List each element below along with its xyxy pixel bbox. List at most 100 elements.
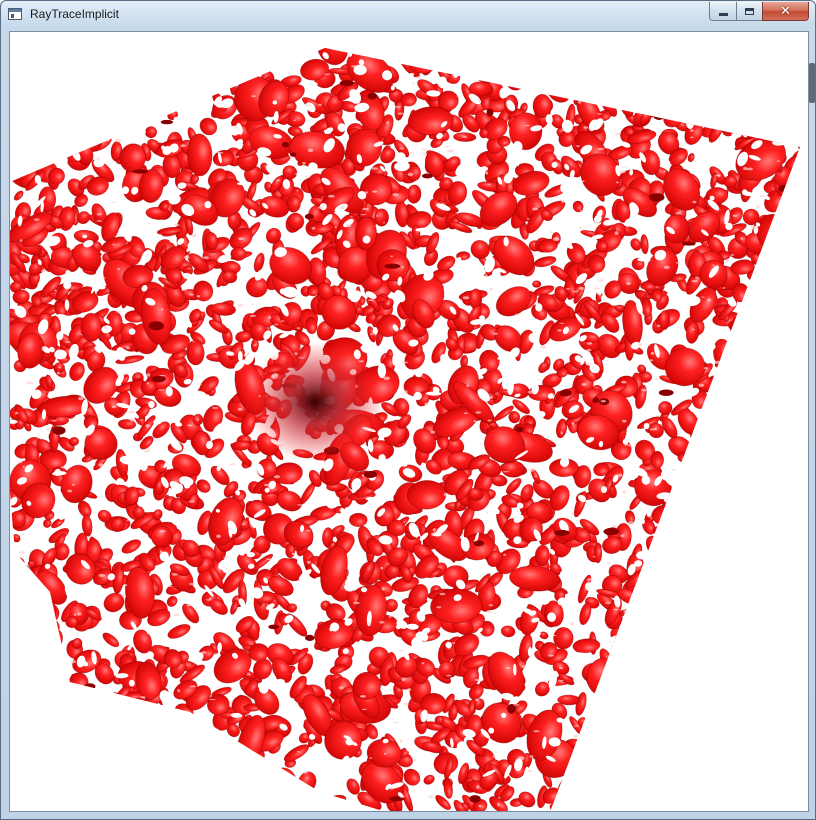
surface-highlight xyxy=(129,71,134,73)
surface-highlight xyxy=(237,303,244,307)
surface-blob xyxy=(780,335,800,346)
surface-highlight xyxy=(532,207,539,211)
surface-blob xyxy=(452,48,462,57)
surface-highlight xyxy=(302,771,309,774)
surface-blob xyxy=(179,664,205,684)
surface-highlight xyxy=(71,660,76,664)
surface-gap xyxy=(716,577,722,588)
surface-highlight xyxy=(196,418,200,421)
surface-highlight xyxy=(750,48,756,49)
surface-blob xyxy=(774,703,800,724)
surface-blob xyxy=(727,467,741,481)
surface-highlight xyxy=(203,256,210,260)
surface-gap xyxy=(211,621,219,633)
surface-gap xyxy=(797,348,800,358)
surface-highlight xyxy=(173,613,180,617)
surface-highlight xyxy=(431,532,435,536)
surface-gap xyxy=(608,792,618,803)
surface-cavity xyxy=(515,426,524,433)
surface-blob xyxy=(189,53,206,71)
surface-blob xyxy=(646,678,673,692)
surface-highlight xyxy=(764,683,769,686)
close-button[interactable]: ✕ xyxy=(762,2,809,21)
surface-highlight xyxy=(412,82,415,85)
surface-blob xyxy=(573,465,592,489)
surface-blob xyxy=(53,32,76,45)
surface-highlight xyxy=(481,32,488,34)
surface-blob xyxy=(766,728,779,740)
app-window-icon[interactable] xyxy=(8,8,22,20)
surface-blob xyxy=(65,32,89,45)
surface-blob xyxy=(107,698,118,710)
surface-gap xyxy=(277,753,284,768)
surface-highlight xyxy=(368,299,374,302)
surface-blob xyxy=(193,759,202,768)
window-resize-edge xyxy=(809,63,815,103)
surface-highlight xyxy=(647,638,654,641)
surface-blob xyxy=(631,79,660,101)
surface-blob xyxy=(737,416,760,445)
surface-blob xyxy=(555,418,568,439)
surface-highlight xyxy=(734,540,740,543)
surface-highlight xyxy=(86,709,90,711)
surface-cavity xyxy=(384,263,401,269)
surface-blob xyxy=(797,558,800,576)
surface-highlight xyxy=(115,138,122,143)
surface-gap xyxy=(531,349,539,358)
surface-blob xyxy=(744,631,768,653)
surface-blob xyxy=(658,401,673,415)
surface-gap xyxy=(687,71,695,80)
surface-blob xyxy=(346,778,360,795)
surface-highlight xyxy=(529,755,534,758)
surface-gap xyxy=(647,726,656,731)
surface-highlight xyxy=(187,424,192,427)
surface-highlight xyxy=(305,175,308,179)
surface-highlight xyxy=(296,189,299,192)
surface-blob xyxy=(701,752,714,769)
title-bar[interactable]: RayTraceImplicit ✕ xyxy=(1,1,815,29)
surface-blob xyxy=(618,705,631,719)
surface-highlight xyxy=(351,48,356,51)
surface-blob xyxy=(84,702,102,717)
surface-blob xyxy=(727,776,742,790)
render-viewport[interactable] xyxy=(9,31,809,812)
surface-blob xyxy=(746,435,769,449)
surface-blob xyxy=(768,241,784,256)
surface-gap xyxy=(482,48,487,56)
surface-highlight xyxy=(606,562,612,564)
surface-highlight xyxy=(196,295,201,298)
surface-blob-large xyxy=(759,644,793,687)
surface-highlight xyxy=(598,279,604,282)
surface-blob xyxy=(435,795,451,810)
surface-blob xyxy=(548,48,563,54)
surface-highlight xyxy=(205,599,213,601)
minimize-button[interactable] xyxy=(709,2,736,21)
surface-highlight xyxy=(96,220,103,222)
surface-blob xyxy=(728,69,744,85)
surface-blob xyxy=(443,778,453,799)
surface-blob xyxy=(758,788,769,800)
surface-blob xyxy=(742,727,765,747)
surface-blob xyxy=(15,762,32,778)
surface-highlight xyxy=(785,362,792,366)
surface-blob xyxy=(18,94,34,111)
surface-blob xyxy=(671,75,683,90)
surface-blob xyxy=(470,240,490,259)
maximize-button[interactable] xyxy=(736,2,762,21)
surface-highlight xyxy=(642,768,647,770)
surface-highlight xyxy=(663,761,668,764)
surface-highlight xyxy=(478,99,481,103)
surface-blob xyxy=(595,48,610,63)
surface-gap xyxy=(775,239,785,248)
surface-gap xyxy=(574,770,581,777)
surface-highlight xyxy=(371,167,379,170)
surface-highlight xyxy=(612,608,619,611)
surface-highlight xyxy=(327,194,335,198)
surface-blob xyxy=(766,258,788,274)
surface-highlight xyxy=(632,768,638,770)
surface-blob xyxy=(126,48,155,59)
surface-blob xyxy=(94,760,112,777)
surface-highlight xyxy=(475,411,482,414)
surface-cavity xyxy=(653,111,666,121)
surface-gap xyxy=(740,558,750,572)
